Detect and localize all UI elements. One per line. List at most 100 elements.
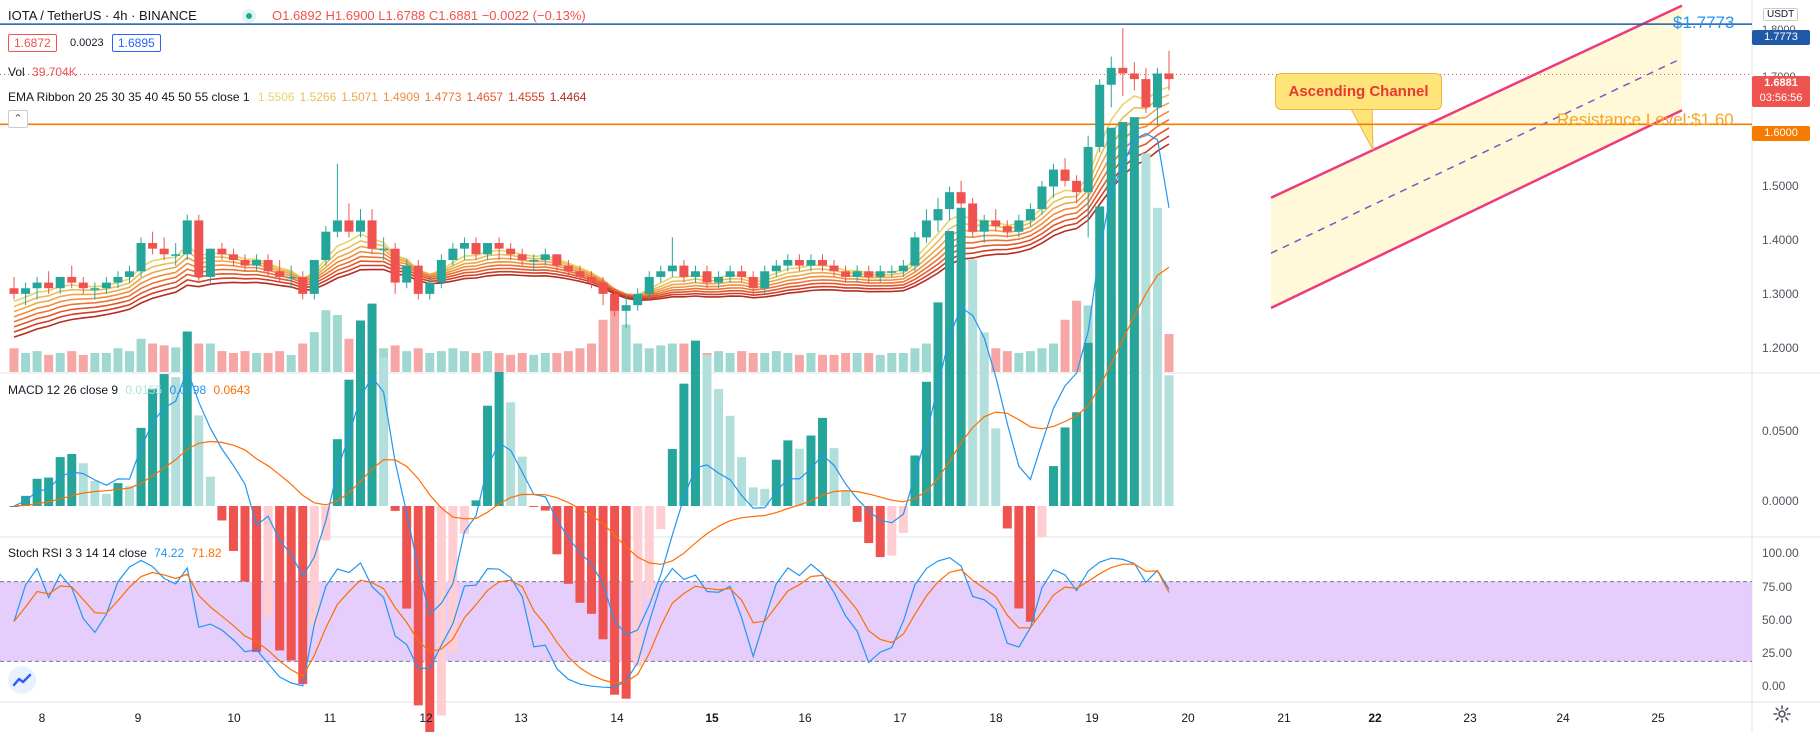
candle-body [552,254,562,266]
candle-body [55,276,65,289]
macd-legend[interactable]: MACD 12 26 close 9 0.0155 0.0798 0.0643 [8,383,250,397]
ascending-channel-callout[interactable]: Ascending Channel [1275,73,1442,110]
macd-histogram-bar [1037,506,1047,537]
volume-bar [298,343,308,372]
macd-histogram-bar [968,259,978,506]
ema-ribbon-legend[interactable]: EMA Ribbon 20 25 30 35 40 45 50 55 close… [8,90,586,104]
sell-price-button[interactable]: 1.6872 [8,34,57,52]
candle-body [1141,79,1151,108]
candle-body [829,265,839,272]
macd-histogram-bar [321,506,331,541]
time-axis-label: 10 [227,711,241,725]
time-axis-label: 13 [514,711,528,725]
macd-histogram-bar [182,331,192,506]
volume-bar [563,351,573,372]
candle-body [1014,220,1024,232]
macd-histogram-bar [205,476,215,506]
macd-histogram-bar [690,340,700,506]
volume-bar [21,353,31,372]
macd-histogram-bar [1060,427,1070,506]
candle-body [575,271,585,277]
macd-histogram-bar [898,506,908,534]
macd-histogram-bar [991,428,1001,506]
macd-histogram-bar [1049,466,1058,506]
volume-bar [841,353,851,372]
symbol-title[interactable]: IOTA / TetherUS · 4h · BINANCE [8,8,197,23]
candle-countdown: 03:56:56 [1759,92,1803,104]
time-axis-label: 18 [989,711,1003,725]
volume-bar [344,338,354,372]
macd-tick-0: 0.0000 [1762,494,1799,508]
volume-bar [1072,300,1082,372]
macd-label: MACD 12 26 close 9 [8,383,119,397]
candle-body [991,220,1001,227]
macd-histogram-bar [552,506,562,555]
candle-body [136,243,146,272]
ema-value-6: 1.4657 [466,90,504,104]
candle-body [1025,209,1035,221]
candle-body [598,282,608,294]
macd-histogram-bar [1106,127,1116,506]
candle-body [9,288,19,294]
macd-line-value: 0.0798 [169,383,207,397]
macd-histogram-bar [841,491,851,506]
volume-bar [1002,351,1012,372]
volume-bar [552,353,562,372]
macd-histogram-bar [252,506,262,653]
ema-value-2: 1.5266 [299,90,337,104]
buy-price-button[interactable]: 1.6895 [112,34,161,52]
macd-histogram-bar [540,506,550,511]
resistance-level-label[interactable]: Resistance Level:$1.60 [1557,110,1734,129]
stoch-tick-100: 100.00 [1762,546,1799,560]
macd-histogram-bar [864,506,874,544]
stoch-legend[interactable]: Stoch RSI 3 3 14 14 close 74.22 71.82 [8,546,222,560]
volume-bar [321,310,331,372]
stoch-tick-50: 50.00 [1762,613,1793,627]
candle-body [737,271,747,277]
macd-histogram-bar [44,477,54,506]
volume-bar [471,353,481,372]
macd-histogram-bar [794,448,804,506]
candle-body [332,220,342,232]
macd-signal-value: 0.0643 [213,383,251,397]
candle-body [633,293,643,306]
volume-bar [240,351,250,372]
candle-body [806,259,816,266]
top-price-label[interactable]: $1.7773 [1673,13,1735,32]
time-axis-label: 9 [135,711,142,725]
currency-label[interactable]: USDT [1763,8,1799,21]
volume-bar [332,315,342,372]
macd-histogram-bar [910,455,920,506]
time-axis-label: 24 [1556,711,1570,725]
volume-legend[interactable]: Vol 39.704K [8,65,77,79]
volume-bar [887,353,897,372]
macd-histogram-bar [471,500,481,506]
macd-histogram-bar [679,383,689,506]
macd-histogram-bar [78,463,88,506]
candle-body [275,271,285,277]
volume-bar [875,354,885,372]
macd-histogram-bar [136,427,146,506]
tradingview-logo[interactable] [8,666,36,694]
volume-bar [1083,305,1093,372]
candle-body [690,271,700,277]
macd-hist-value: 0.0155 [125,383,163,397]
candle-body [436,259,446,283]
macd-histogram-bar [448,506,458,653]
collapse-legend-button[interactable]: ⌃ [8,110,28,128]
volume-bar [829,354,839,372]
stoch-label: Stoch RSI 3 3 14 14 close [8,546,147,560]
ohlc-high: H1.6900 [325,8,375,23]
stoch-d-value: 71.82 [191,546,222,560]
price-tick-1-500: 1.5000 [1762,179,1799,193]
candle-body [1164,73,1174,80]
macd-histogram-bar [1164,375,1174,506]
stoch-k-value: 74.22 [154,546,185,560]
macd-histogram-bar [1095,206,1105,506]
ohlc-low: L1.6788 [378,8,426,23]
volume-bar [1164,334,1174,372]
macd-histogram-bar [563,506,573,584]
settings-gear-icon[interactable] [1772,704,1792,724]
